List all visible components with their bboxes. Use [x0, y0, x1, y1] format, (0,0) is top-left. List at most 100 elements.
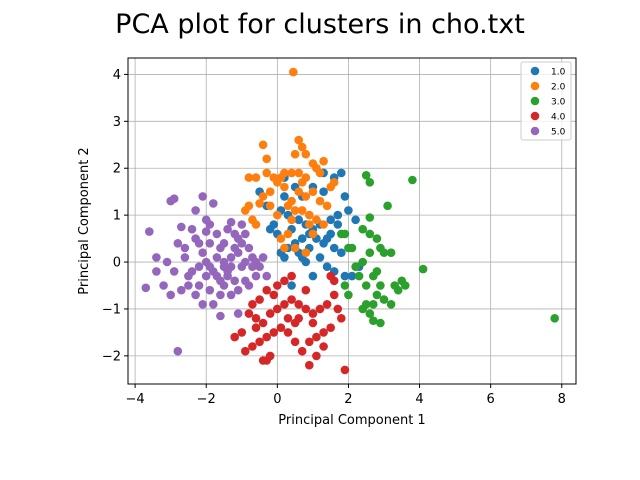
data-point [237, 239, 247, 248]
data-point [244, 201, 254, 211]
legend-marker [530, 81, 540, 91]
x-tick-label: −2 [197, 392, 216, 407]
data-point [255, 199, 264, 208]
legend-marker [530, 111, 540, 121]
data-point [312, 332, 321, 342]
data-point [287, 168, 296, 178]
data-point [280, 276, 289, 286]
data-point [209, 300, 218, 309]
data-point [265, 187, 275, 196]
data-point [344, 290, 353, 300]
data-point [230, 243, 239, 253]
legend-marker [530, 126, 540, 136]
data-point [333, 210, 343, 220]
legend-box [520, 61, 572, 141]
data-point [283, 328, 293, 337]
y-axis: −2 −1 0 1 2 3 4 [102, 68, 128, 364]
data-point [219, 239, 229, 248]
data-point [329, 243, 339, 253]
data-point [393, 285, 403, 295]
data-point [322, 201, 332, 211]
data-point [205, 262, 215, 272]
data-point [258, 140, 268, 150]
data-point [340, 365, 350, 375]
data-point [294, 300, 304, 309]
legend: 1.0 2.0 3.0 4.0 5.0 [520, 61, 572, 141]
data-point [365, 213, 375, 222]
data-point [326, 271, 336, 281]
data-point [237, 220, 247, 229]
data-point [358, 224, 368, 234]
data-point [269, 328, 279, 337]
data-point [159, 281, 168, 290]
data-point [145, 227, 154, 236]
x-axis: −4 −2 0 2 4 6 8 [126, 384, 566, 407]
data-point [241, 229, 250, 239]
y-tick-label: 4 [113, 68, 121, 83]
data-point [262, 271, 272, 281]
data-point [319, 156, 328, 166]
data-point [191, 206, 200, 215]
data-point [329, 178, 339, 187]
data-point [177, 222, 186, 232]
data-point [191, 234, 200, 243]
data-point [216, 290, 225, 300]
legend-marker [530, 96, 540, 106]
data-point [141, 283, 151, 293]
data-point [386, 248, 396, 257]
data-point [308, 271, 318, 281]
data-point [262, 154, 272, 164]
data-point [244, 243, 254, 253]
data-point [251, 220, 261, 229]
data-point [319, 328, 328, 337]
data-point [255, 295, 264, 304]
data-point [241, 346, 250, 356]
data-point [297, 234, 307, 243]
data-point [305, 210, 314, 220]
data-point [305, 360, 314, 370]
data-point [326, 215, 336, 225]
data-point [294, 215, 304, 225]
data-point [265, 309, 275, 318]
data-point [418, 264, 428, 274]
data-point [294, 314, 304, 323]
data-point [187, 267, 197, 276]
data-point [177, 285, 186, 295]
data-point [244, 309, 254, 318]
data-point [337, 168, 346, 178]
x-tick-label: 2 [344, 392, 352, 407]
data-point [319, 220, 328, 229]
data-point [301, 285, 311, 295]
data-point [337, 314, 346, 323]
data-points [141, 67, 559, 375]
x-tick-label: 6 [487, 392, 495, 407]
data-point [241, 257, 250, 267]
data-point [233, 285, 243, 295]
data-point [162, 257, 172, 267]
data-point [262, 332, 272, 342]
data-point [233, 309, 243, 318]
data-point [322, 262, 332, 272]
series-3.0-points [337, 171, 559, 328]
chart-title: PCA plot for clusters in cho.txt [115, 9, 525, 40]
data-point [326, 323, 336, 333]
x-tick-label: 8 [558, 392, 566, 407]
data-point [333, 304, 343, 314]
data-point [308, 159, 318, 168]
data-point [198, 300, 207, 309]
data-point [265, 201, 275, 211]
data-point [244, 173, 254, 182]
data-point [255, 262, 264, 272]
data-point [201, 227, 211, 236]
data-point [226, 217, 236, 227]
data-point [201, 271, 211, 281]
data-point [265, 224, 275, 234]
data-point [152, 267, 161, 276]
data-point [212, 229, 222, 239]
data-point [337, 248, 346, 257]
data-point [187, 224, 197, 234]
data-point [290, 206, 300, 215]
data-point [276, 323, 286, 333]
data-point [290, 337, 300, 347]
data-point [365, 309, 375, 318]
